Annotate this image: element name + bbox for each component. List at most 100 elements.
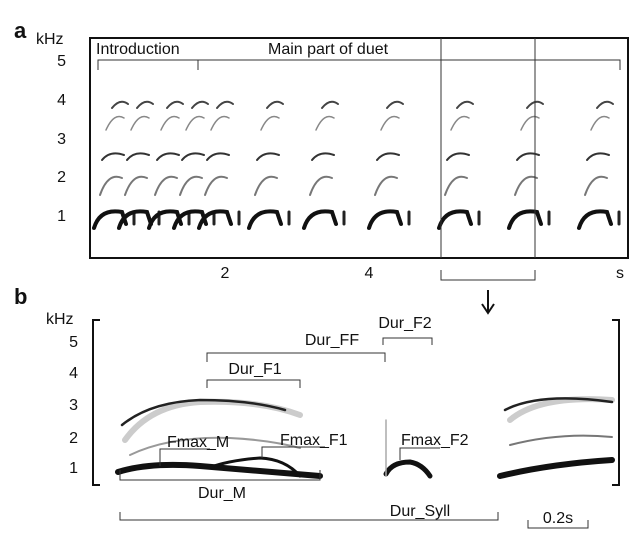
syllable [154, 175, 178, 196]
syllable [124, 175, 148, 196]
syllable [516, 152, 540, 161]
syllable [446, 152, 470, 161]
x-unit: s [616, 265, 624, 282]
x-tick-label: 4 [365, 265, 374, 282]
syllable [156, 152, 180, 161]
spectrogram-b [115, 396, 615, 479]
female-note [206, 456, 302, 478]
annotation: Dur_M [198, 485, 246, 502]
y-tick-label: 5 [57, 53, 66, 70]
y-tick-label: 3 [69, 397, 78, 414]
annotation: Main part of duet [268, 41, 389, 58]
syllable [191, 100, 209, 109]
syllable [367, 209, 403, 230]
annotation: Fmax_M [167, 434, 229, 451]
syllable [185, 115, 205, 131]
syllable [166, 100, 184, 109]
x-tick-label: 2 [221, 265, 230, 282]
syllable [126, 152, 150, 161]
bracket [119, 512, 499, 521]
syllable [136, 100, 154, 109]
annotation: Dur_F2 [378, 315, 431, 332]
syllable [172, 209, 208, 230]
harmonic [120, 398, 287, 427]
annotation: Fmax_F1 [280, 432, 348, 449]
syllable [247, 209, 283, 230]
pointer [261, 446, 325, 458]
syllable [590, 115, 610, 131]
syllable [101, 152, 125, 161]
spectrogram-frame [89, 37, 629, 259]
syllable [254, 175, 278, 196]
syllable [520, 115, 540, 131]
syllable [456, 100, 474, 109]
harmonic [503, 397, 614, 412]
syllable [450, 115, 470, 131]
syllable [117, 209, 153, 230]
syllable [321, 100, 339, 109]
syllable [160, 115, 180, 131]
bracket [206, 352, 386, 362]
syllable [507, 209, 543, 230]
syllable [315, 115, 335, 131]
bracket [440, 270, 536, 281]
y-tick-label: 1 [57, 208, 66, 225]
y-tick-label: 2 [69, 430, 78, 447]
syllable [266, 100, 284, 109]
female-note [383, 459, 433, 479]
y-tick-label: 4 [57, 92, 66, 109]
syllable [210, 115, 230, 131]
pointer [159, 448, 210, 466]
y-tick-label: 4 [69, 365, 78, 382]
syllable [380, 115, 400, 131]
syllable [386, 100, 404, 109]
scale-label: 0.2s [543, 510, 573, 527]
syllable [111, 100, 129, 109]
syllable [256, 152, 280, 161]
syllable [99, 175, 123, 196]
y-unit: kHz [36, 31, 64, 48]
syllable [311, 152, 335, 161]
arrow [481, 290, 495, 315]
fundamental [115, 461, 323, 479]
annotation: Introduction [96, 41, 180, 58]
syllable [147, 209, 183, 230]
bracket [206, 379, 301, 388]
panel-label: b [14, 284, 27, 309]
syllable [216, 100, 234, 109]
y-tick-label: 1 [69, 460, 78, 477]
syllable [437, 209, 473, 230]
annotation: Fmax_F2 [401, 432, 469, 449]
y-unit: kHz [46, 311, 74, 328]
syllable [92, 209, 128, 230]
syllable [260, 115, 280, 131]
syllable [181, 152, 205, 161]
syllable [577, 209, 613, 230]
syllable [197, 209, 233, 230]
syllable [586, 152, 610, 161]
syllable [204, 175, 228, 196]
fundamental [497, 457, 615, 479]
syllable [596, 100, 614, 109]
bracket [382, 337, 433, 345]
frame-bracket [92, 319, 620, 486]
annotation: Dur_FF [305, 332, 359, 349]
syllable [309, 175, 333, 196]
syllable [302, 209, 338, 230]
y-tick-label: 3 [57, 131, 66, 148]
pointer [399, 447, 440, 460]
harmonic [509, 434, 613, 446]
syllable [206, 152, 230, 161]
harmonic [129, 436, 301, 456]
syllable [105, 115, 125, 131]
bracket [97, 59, 621, 70]
syllable [179, 175, 203, 196]
syllable [584, 175, 608, 196]
spectrogram-a [92, 100, 621, 230]
annotation: Dur_Syll [390, 503, 450, 520]
y-tick-label: 5 [69, 334, 78, 351]
syllable [376, 152, 400, 161]
syllable [374, 175, 398, 196]
panel-label: a [14, 18, 27, 43]
